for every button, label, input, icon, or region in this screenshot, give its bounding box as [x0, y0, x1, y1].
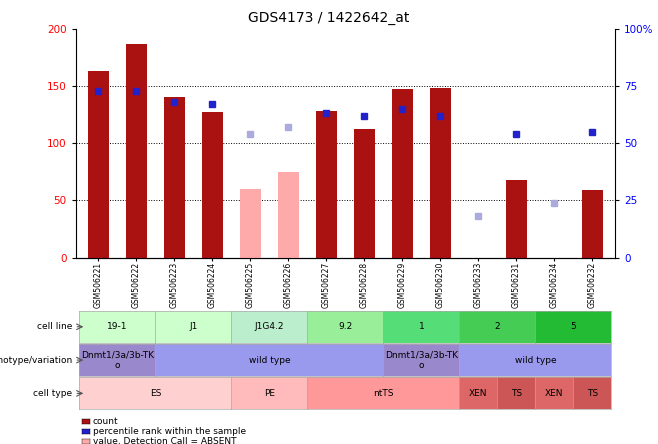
- Text: wild type: wild type: [249, 356, 290, 365]
- Text: GDS4173 / 1422642_at: GDS4173 / 1422642_at: [248, 11, 410, 25]
- Bar: [88, 71, 109, 258]
- Bar: [126, 44, 147, 258]
- Bar: [164, 98, 185, 258]
- Text: 5: 5: [570, 322, 576, 331]
- Text: ES: ES: [150, 389, 161, 398]
- Bar: [430, 88, 451, 258]
- Text: XEN: XEN: [545, 389, 564, 398]
- Text: TS: TS: [587, 389, 598, 398]
- Text: cell line: cell line: [37, 322, 72, 331]
- Text: Dnmt1/3a/3b-TK
o: Dnmt1/3a/3b-TK o: [81, 350, 154, 370]
- Bar: [354, 130, 375, 258]
- Text: PE: PE: [264, 389, 275, 398]
- Text: cell type: cell type: [34, 389, 72, 398]
- Text: XEN: XEN: [469, 389, 488, 398]
- Text: ntTS: ntTS: [373, 389, 393, 398]
- Bar: [316, 111, 337, 258]
- Bar: [392, 89, 413, 258]
- Text: value, Detection Call = ABSENT: value, Detection Call = ABSENT: [93, 437, 236, 444]
- Bar: [278, 172, 299, 258]
- Bar: [582, 190, 603, 258]
- Text: 2: 2: [495, 322, 500, 331]
- Text: 19-1: 19-1: [107, 322, 128, 331]
- Text: genotype/variation: genotype/variation: [0, 356, 72, 365]
- Text: J1G4.2: J1G4.2: [255, 322, 284, 331]
- Text: J1: J1: [190, 322, 197, 331]
- Text: Dnmt1/3a/3b-TK
o: Dnmt1/3a/3b-TK o: [385, 350, 458, 370]
- Bar: [506, 180, 527, 258]
- Text: wild type: wild type: [515, 356, 556, 365]
- Text: 1: 1: [418, 322, 424, 331]
- Text: percentile rank within the sample: percentile rank within the sample: [93, 427, 246, 436]
- Text: TS: TS: [511, 389, 522, 398]
- Bar: [240, 189, 261, 258]
- Text: count: count: [93, 417, 118, 426]
- Bar: [202, 112, 223, 258]
- Text: 9.2: 9.2: [338, 322, 353, 331]
